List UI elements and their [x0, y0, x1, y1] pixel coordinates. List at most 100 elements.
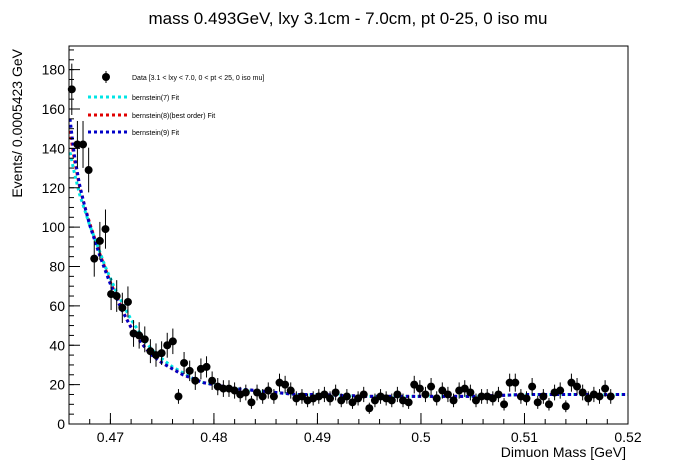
x-axis-label: Dimuon Mass [GeV]	[501, 444, 626, 460]
axes: 0.47 0.48 0.49 0.5 0.51 0.52 0 20 40 60 80 100 120 14…	[42, 49, 642, 445]
data-point	[79, 140, 88, 149]
data-point	[281, 380, 290, 389]
x-tick-label: 0.47	[97, 429, 124, 445]
data-point	[556, 386, 565, 395]
legend-label: bernstein(7) Fit	[132, 95, 179, 102]
y-tick-label: 180	[42, 62, 66, 78]
data-point	[528, 382, 537, 391]
data-point	[359, 390, 368, 399]
data-point	[326, 394, 335, 403]
data-point	[168, 337, 177, 346]
data-point	[241, 388, 250, 397]
fit-curve	[68, 151, 628, 398]
y-tick-label: 40	[49, 337, 65, 353]
legend-label: bernstein(9) Fit	[132, 130, 179, 137]
data-point	[135, 331, 144, 340]
data-point	[438, 386, 447, 395]
data-point	[163, 341, 172, 350]
data-point	[157, 349, 166, 358]
data-point	[606, 392, 615, 401]
data-point	[84, 166, 93, 175]
y-tick-label: 80	[49, 259, 65, 275]
data-point	[331, 388, 340, 397]
data-point	[573, 382, 582, 391]
data-point	[191, 376, 200, 385]
data-point	[488, 394, 497, 403]
legend-label: Data [3.1 < lxy < 7.0, 0 < pt < 25, 0 is…	[132, 75, 264, 82]
chart-title: mass 0.493GeV, lxy 3.1cm - 7.0cm, pt 0-2…	[148, 9, 547, 28]
x-tick-label: 0.49	[304, 429, 331, 445]
data-point	[337, 396, 346, 405]
data-point	[533, 398, 542, 407]
data-point	[174, 392, 183, 401]
data-point	[264, 386, 273, 395]
data-point	[500, 400, 509, 409]
data-point	[370, 396, 379, 405]
data-point	[432, 394, 441, 403]
data-point	[494, 390, 503, 399]
x-tick-label: 0.5	[411, 429, 431, 445]
y-tick-label: 140	[42, 140, 66, 156]
data-point	[544, 400, 553, 409]
data-point	[505, 378, 514, 387]
data-point	[73, 140, 82, 149]
data-point	[180, 358, 189, 367]
data-point	[584, 394, 593, 403]
data-point	[427, 382, 436, 391]
data-point	[511, 378, 520, 387]
data-point	[269, 392, 278, 401]
data-point	[466, 388, 475, 397]
data-point	[297, 392, 306, 401]
y-tick-label: 120	[42, 180, 66, 196]
y-tick-label: 0	[57, 416, 65, 432]
y-tick-label: 100	[42, 219, 66, 235]
data-point	[219, 384, 228, 393]
legend: Data [3.1 < lxy < 7.0, 0 < pt < 25, 0 is…	[88, 71, 264, 137]
data-point	[286, 386, 295, 395]
data-point	[208, 376, 217, 385]
y-axis-label: Events/ 0.0005423 GeV	[9, 48, 25, 197]
data-point	[567, 378, 576, 387]
data-points	[67, 63, 615, 414]
data-point	[449, 396, 458, 405]
data-point	[471, 396, 480, 405]
x-tick-label: 0.52	[614, 429, 641, 445]
data-point	[415, 384, 424, 393]
data-point	[578, 388, 587, 397]
data-point	[90, 254, 99, 263]
data-point	[123, 297, 132, 306]
y-tick-label: 160	[42, 101, 66, 117]
data-point	[387, 396, 396, 405]
data-point	[146, 347, 155, 356]
data-point	[365, 404, 374, 413]
data-point	[522, 394, 531, 403]
x-tick-label: 0.48	[200, 429, 227, 445]
data-point	[112, 292, 121, 301]
data-point	[410, 380, 419, 389]
data-point	[460, 384, 469, 393]
data-point	[230, 386, 239, 395]
y-tick-label: 20	[49, 377, 65, 393]
data-point	[342, 392, 351, 401]
y-tick-label: 60	[49, 298, 65, 314]
data-point	[443, 390, 452, 399]
data-point	[118, 303, 127, 312]
plot-frame	[68, 45, 629, 425]
data-point	[253, 388, 262, 397]
data-point	[421, 390, 430, 399]
data-point	[101, 225, 110, 234]
legend-marker	[102, 73, 110, 81]
data-point	[320, 390, 329, 399]
data-point	[258, 392, 267, 401]
x-tick-label: 0.51	[511, 429, 538, 445]
data-point	[95, 236, 104, 245]
data-point	[595, 392, 604, 401]
data-point	[561, 402, 570, 411]
data-point	[348, 398, 357, 407]
legend-label: bernstein(8)(best order) Fit	[132, 113, 215, 120]
data-point	[185, 366, 194, 375]
data-point	[354, 394, 363, 403]
data-point	[539, 392, 548, 401]
data-point	[202, 362, 211, 371]
